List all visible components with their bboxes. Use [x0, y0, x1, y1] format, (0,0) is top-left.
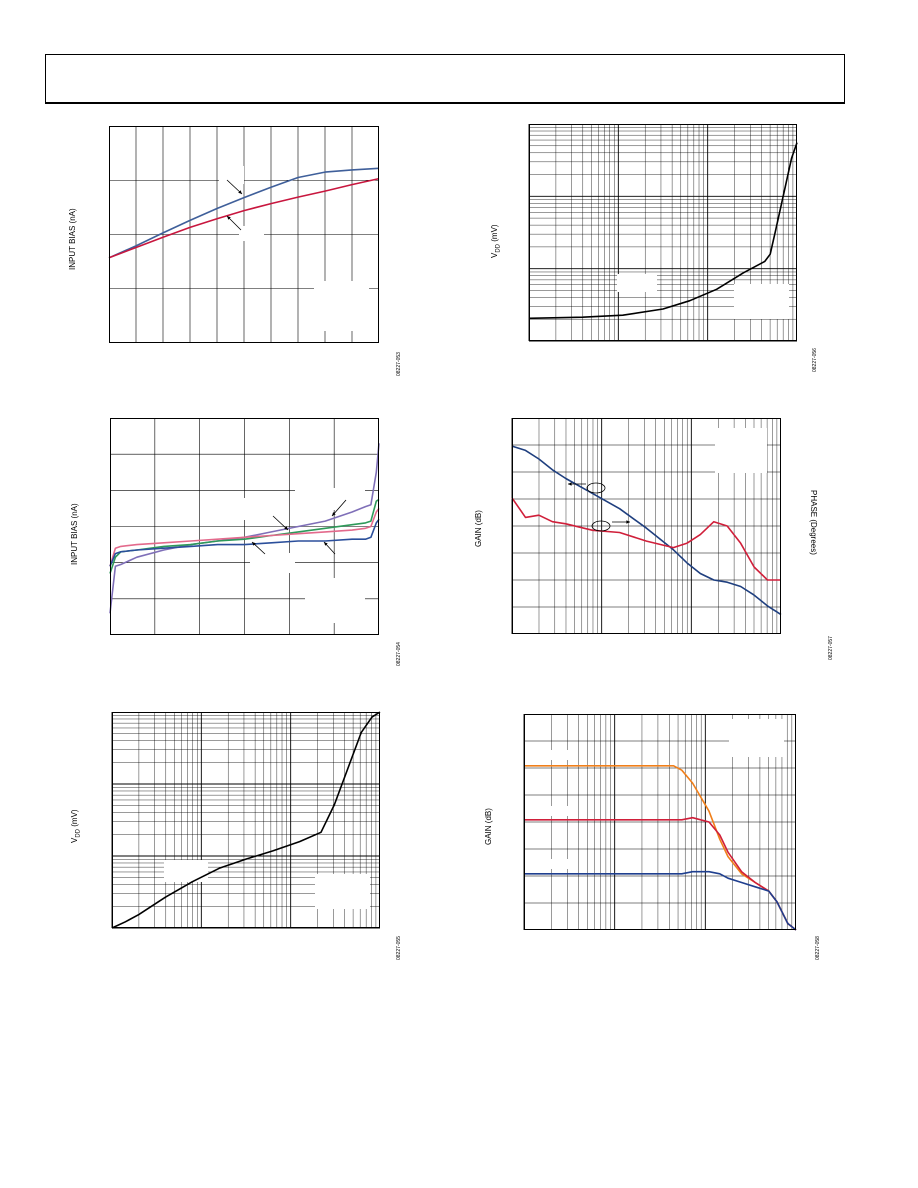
chart-4-svg: [528, 124, 798, 342]
chart-5-phase-marker: [591, 520, 611, 532]
chart-5-ylabel: GAIN (dB): [474, 510, 483, 547]
chart-6-ylabel: GAIN (dB): [484, 808, 493, 845]
chart-3-svg: [111, 711, 381, 929]
chart-4-ylabel-sub: DD: [495, 243, 502, 253]
chart-2-plot: [109, 418, 380, 635]
chart-1-figure-id: 08227-053: [396, 352, 402, 376]
chart-1-svg: [108, 126, 380, 343]
chart-6-label-box-c: [532, 859, 572, 869]
chart-4-legend-box: [734, 284, 789, 319]
chart-3-label-box: [164, 860, 208, 882]
page-header-box: [45, 54, 845, 104]
chart-1-ylabel: INPUT BIAS (nA): [68, 208, 77, 270]
chart-6-svg: [523, 714, 797, 931]
chart-3-plot: [111, 711, 381, 929]
chart-5-figure-id: 08227-057: [828, 636, 834, 660]
chart-6-plot: [523, 714, 797, 931]
chart-1-series-1: [108, 177, 380, 259]
chart-1-series-0: [108, 167, 380, 259]
chart-1-arrow-a-head: [238, 190, 242, 194]
chart-1-frame: [109, 126, 379, 343]
chart-5-plot: [511, 418, 782, 634]
chart-4-series-0: [528, 142, 798, 320]
chart-1-legend-box: [314, 281, 369, 331]
chart-2-arrow-d-head: [324, 542, 328, 546]
chart-2-frame: [110, 418, 379, 635]
chart-4-ylabel: VDD (mV): [490, 224, 502, 258]
chart-6-label-box-a: [532, 750, 572, 760]
chart-5-series-1: [511, 497, 781, 581]
chart-3-frame: [112, 712, 380, 928]
chart-3-ylabel-unit: (mV): [70, 809, 79, 829]
chart-5-svg: [511, 418, 782, 634]
chart-1-arrow-b-head: [227, 216, 231, 220]
chart-1-label-box-b: [239, 226, 264, 241]
chart-2-legend-box: [305, 578, 365, 623]
chart-5-frame: [512, 418, 781, 634]
chart-1-plot: [108, 126, 380, 343]
chart-2-series-2: [109, 507, 380, 567]
chart-2-label-box-b: [240, 498, 280, 520]
chart-3-ylabel-v: V: [70, 837, 79, 843]
chart-2-ylabel: INPUT BIAS (nA): [70, 503, 79, 565]
chart-5-y2label: PHASE (Degrees): [809, 490, 818, 555]
chart-6-figure-id: 08227-058: [815, 936, 821, 960]
chart-3-ylabel-sub: DD: [75, 828, 82, 838]
chart-4-ylabel-v: V: [490, 252, 499, 258]
chart-5-arrow-gain-head: [568, 482, 572, 486]
chart-2-arrow-a-head: [332, 512, 336, 516]
chart-4-plot: [528, 124, 798, 342]
chart-3-series-0: [111, 711, 381, 929]
chart-5-legend-box: [715, 428, 767, 473]
chart-4-figure-id: 08227-056: [812, 348, 818, 372]
chart-6-legend-box: [729, 719, 784, 757]
chart-2-arrow-c-head: [252, 542, 256, 546]
chart-2-figure-id: 08227-054: [396, 642, 402, 666]
chart-5-arrow-phase-head: [626, 520, 630, 524]
chart-3-ylabel: VDD (mV): [70, 809, 82, 843]
chart-4-label-box: [617, 274, 657, 292]
chart-3-figure-id: 08227-055: [396, 936, 402, 960]
chart-6-series-2: [524, 870, 797, 931]
chart-6-frame: [524, 714, 796, 930]
chart-2-series-0: [109, 443, 380, 614]
chart-6-series-0: [524, 764, 797, 931]
chart-1-label-box-a: [219, 166, 244, 184]
chart-2-label-box-c: [250, 553, 295, 573]
chart-5-gain-marker: [586, 482, 606, 494]
chart-2-arrow-b-head: [284, 526, 288, 530]
chart-4-ylabel-unit: (mV): [490, 224, 499, 244]
chart-2-svg: [109, 418, 380, 635]
chart-5-series-0: [511, 445, 782, 616]
chart-2-series-3: [109, 518, 380, 567]
chart-3-legend-box: [315, 874, 370, 909]
chart-4-frame: [529, 124, 797, 341]
chart-6-label-box-b: [532, 806, 572, 816]
chart-2-label-box-a: [295, 488, 365, 510]
